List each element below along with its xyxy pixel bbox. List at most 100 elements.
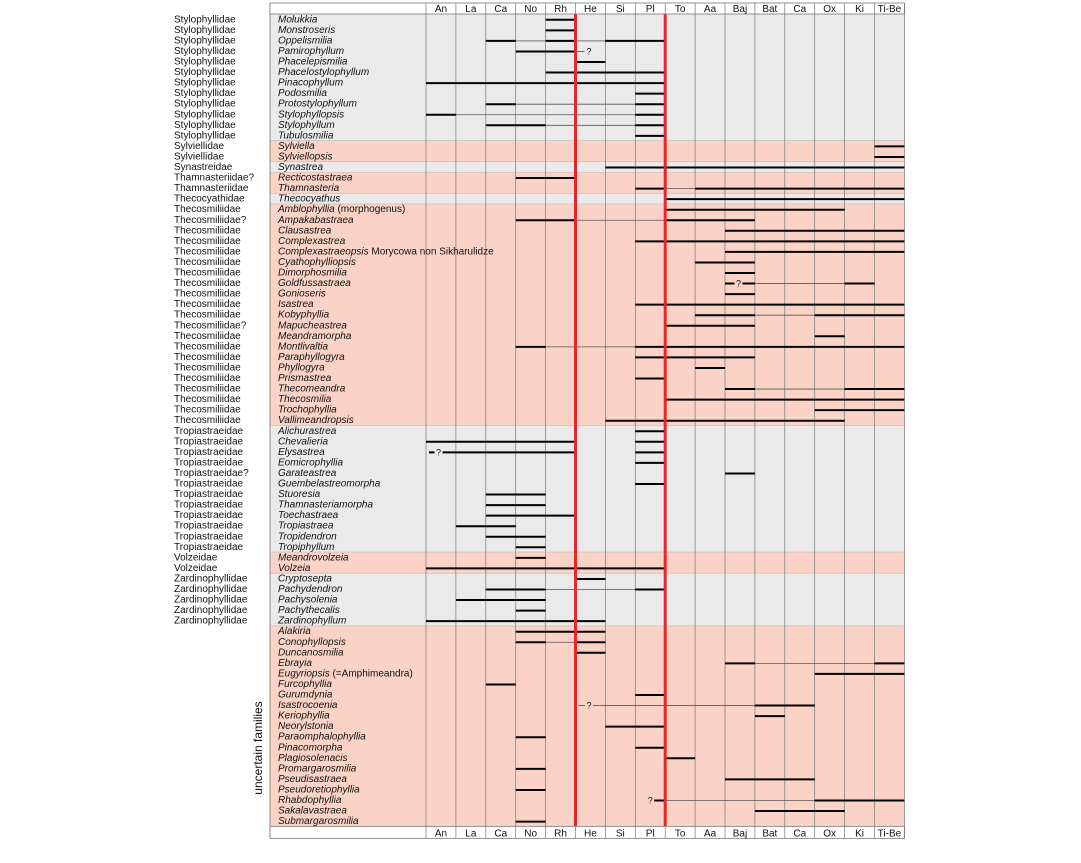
row-background — [270, 657, 905, 669]
family-label: Stylophyllidae — [174, 120, 236, 131]
genus-name: Podosmilia — [278, 88, 327, 99]
stage-label-bottom: Ki — [855, 828, 864, 839]
stage-label-bottom: Ti-Be — [878, 828, 902, 839]
genus-name: Stylophyllopsis — [278, 109, 344, 120]
uncertain-marker-bg — [646, 795, 655, 805]
row-background — [270, 668, 905, 679]
row-background — [270, 362, 905, 373]
genus-label: Clausastrea — [278, 225, 332, 236]
stage-label-bottom: Ca — [793, 828, 806, 839]
genus-label: Dimorphosmilia — [278, 268, 347, 279]
genus-name: Sakalavastraea — [278, 806, 347, 817]
row-background — [270, 182, 905, 194]
genus-label: Conophyllopsis — [278, 637, 346, 648]
row-background — [270, 172, 905, 184]
genus-name: Keriophyllia — [278, 711, 330, 722]
row-background — [270, 805, 905, 817]
stage-label-top: An — [435, 4, 447, 15]
uncertain-marker-bg — [734, 278, 743, 288]
family-label: Volzeidae — [174, 563, 218, 574]
genus-name: Ebrayia — [278, 658, 312, 669]
stage-label-top: Aa — [704, 4, 717, 15]
genus-name: Promargarosmilia — [278, 763, 357, 774]
genus-name: Complexastraeopsis — [278, 246, 369, 257]
genus-name: Synastrea — [278, 162, 323, 173]
family-label: Thamnasteriidae? — [174, 173, 254, 184]
genus-label: Paraphyllogyra — [278, 352, 345, 363]
stage-label-bottom: Bat — [762, 828, 777, 839]
genus-name: Thecosmilia — [278, 394, 332, 405]
family-label: Tropiastraeidae — [174, 436, 244, 447]
genus-label: Cryptosepta — [278, 573, 332, 584]
stage-label-bottom: To — [675, 828, 686, 839]
genus-label: Phacelepismilia — [278, 57, 348, 68]
genus-label: Sylviellopsis — [278, 151, 332, 162]
genus-name: Pinacomorpha — [278, 742, 343, 753]
group-label-uncertain-families: uncertain families — [251, 701, 265, 794]
genus-label: Tubulosmilia — [278, 130, 334, 141]
row-background — [270, 288, 905, 300]
row-background — [270, 488, 905, 500]
row-background — [270, 246, 905, 257]
genus-label: Eugyriopsis (=Amphimeandra) — [278, 668, 413, 679]
genus-label: Protostylophyllum — [278, 99, 357, 110]
family-label: Stylophyllidae — [174, 46, 236, 57]
row-background — [270, 404, 905, 416]
family-label: Thecosmiliidae — [174, 394, 241, 405]
genus-name: Furcophyllia — [278, 679, 332, 690]
genus-label: Pamirophyllum — [278, 46, 344, 57]
genus-label: Stylophyllum — [278, 120, 335, 131]
stage-label-bottom: An — [435, 828, 447, 839]
family-label: Stylophyllidae — [174, 88, 236, 99]
family-label: Stylophyllidae — [174, 130, 236, 141]
family-label: Tropiastraeidae — [174, 489, 244, 500]
row-background — [270, 14, 905, 25]
taxon-labels: Stylophyllidae Molukkia Stylophyllidae Mons… — [174, 14, 494, 827]
row-background — [270, 414, 905, 426]
genus-name: Mapucheastrea — [278, 320, 347, 331]
stage-label-top: Ki — [855, 4, 864, 15]
genus-name: Molukkia — [278, 14, 318, 25]
family-label: Thecosmiliidae — [174, 289, 241, 300]
family-label: Sylviellidae — [174, 151, 224, 162]
row-background — [270, 815, 905, 827]
genus-label: Ebrayia — [278, 658, 312, 669]
family-label: Tropiastraeidae — [174, 521, 244, 532]
genus-label: Tropiastraea — [278, 521, 334, 532]
row-background — [270, 457, 905, 468]
stage-label-bottom: Ca — [494, 828, 507, 839]
genus-label: Recticostastraea — [278, 173, 353, 184]
family-label: Thecosmiliidae — [174, 415, 241, 426]
genus-name: Toechastraea — [278, 510, 339, 521]
genus-label: Alichurastrea — [277, 426, 337, 437]
genus-name: Amblophyllia — [277, 204, 335, 215]
family-label: Tropiastraeidae — [174, 457, 244, 468]
genus-name: Phacelepismilia — [278, 57, 348, 68]
family-label: Zardinophyllidae — [174, 595, 248, 606]
row-background — [270, 151, 905, 162]
genus-name: Garateastrea — [278, 468, 337, 479]
genus-note: (=Amphimeandra) — [330, 668, 413, 679]
genus-label: Prismastrea — [278, 373, 332, 384]
row-background — [270, 499, 905, 511]
genus-name: Phacelostylophyllum — [278, 67, 369, 78]
genus-name: Alichurastrea — [277, 426, 337, 437]
genus-name: Tropiphyllum — [278, 542, 335, 553]
family-label: Stylophyllidae — [174, 67, 236, 78]
family-label: Thecosmiliidae — [174, 268, 241, 279]
genus-name: Prismastrea — [278, 373, 332, 384]
family-label: Zardinophyllidae — [174, 584, 248, 595]
genus-name: Sylviella — [278, 141, 315, 152]
stage-label-top: Baj — [733, 4, 747, 15]
row-background — [270, 267, 905, 279]
genus-name: Protostylophyllum — [278, 99, 357, 110]
genus-label: Gurumdynia — [278, 690, 333, 701]
genus-name: Goldfussastraea — [278, 278, 351, 289]
genus-label: Amblophyllia (morphogenus) — [277, 204, 405, 215]
row-background — [270, 604, 905, 616]
row-background — [270, 541, 905, 553]
row-background — [270, 130, 905, 141]
row-background — [270, 383, 905, 395]
stage-label-top: Pl — [646, 4, 655, 15]
row-background — [270, 689, 905, 701]
